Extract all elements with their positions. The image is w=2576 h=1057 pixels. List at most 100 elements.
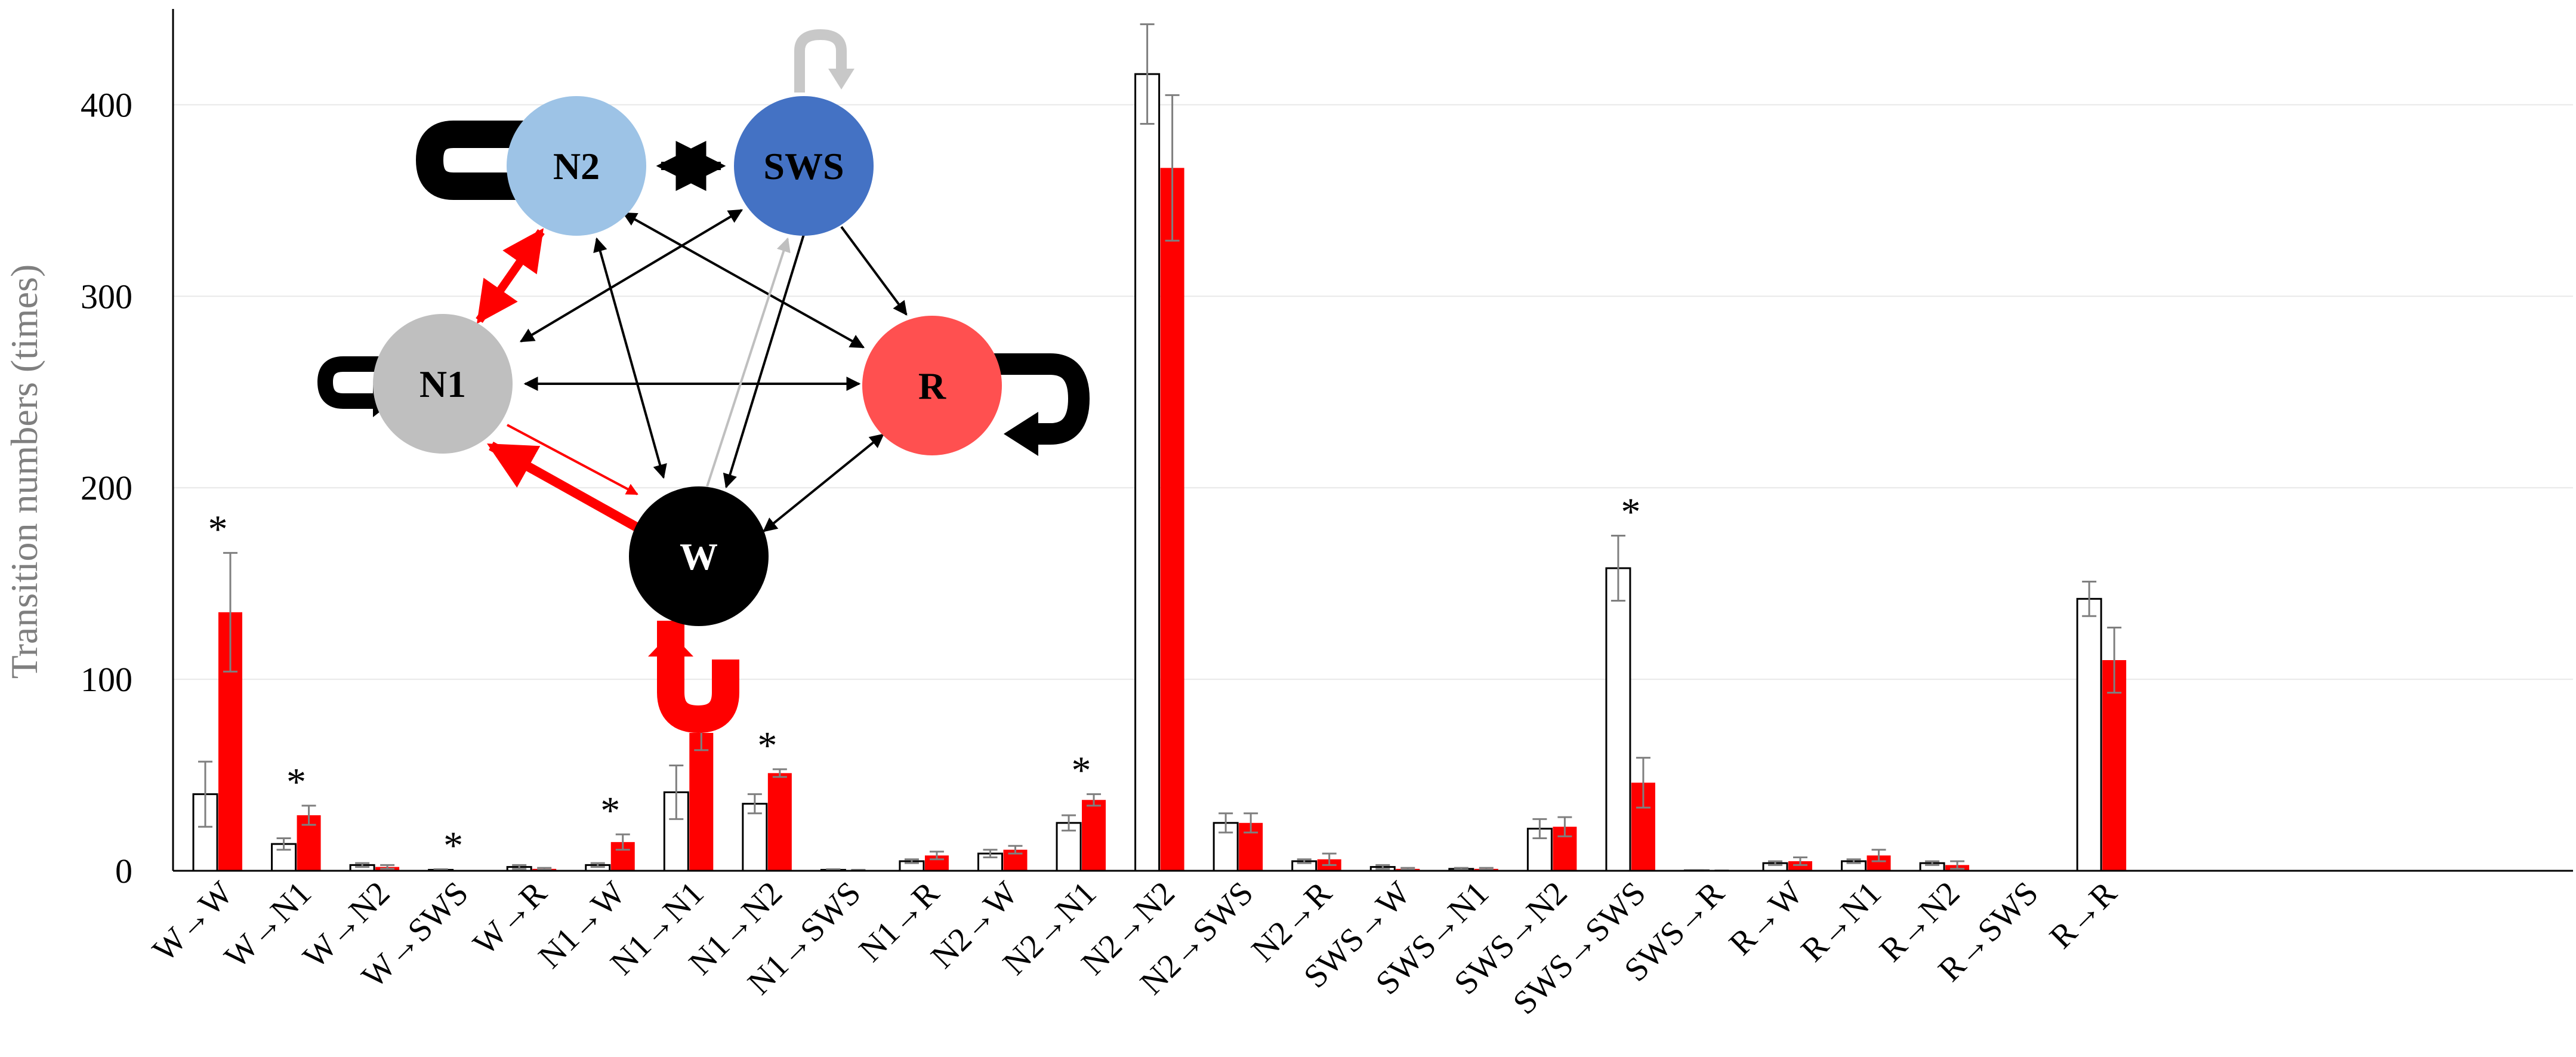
bar xyxy=(1605,567,1631,872)
x-tick-label: R→R xyxy=(2043,874,2124,956)
self-loop-n2 xyxy=(416,121,525,200)
self-loop-r xyxy=(991,353,1090,445)
error-bar xyxy=(983,849,998,859)
error-bar xyxy=(1925,860,1940,866)
error-bar xyxy=(1846,858,1861,864)
bar xyxy=(689,732,714,871)
error-bar xyxy=(1479,867,1494,871)
node-sws-label: SWS xyxy=(763,145,844,187)
error-bar xyxy=(1557,816,1572,837)
bar xyxy=(2102,660,2127,871)
error-bar xyxy=(537,867,552,871)
node-w: W xyxy=(629,486,769,626)
error-bar xyxy=(1087,793,1102,807)
node-n1-label: N1 xyxy=(419,363,466,405)
error-bar xyxy=(198,760,212,828)
error-bar xyxy=(380,864,395,870)
arrow-w-sws xyxy=(706,237,791,487)
state-transition-diagram: N2 SWS N1 R W xyxy=(317,29,1090,734)
y-tick-label: 100 xyxy=(81,660,132,699)
error-bar xyxy=(1218,812,1233,834)
error-bar xyxy=(1165,94,1180,242)
axes xyxy=(172,9,2573,872)
error-bar xyxy=(1062,814,1076,832)
bar xyxy=(767,773,792,871)
error-bar xyxy=(590,862,605,868)
error-bar xyxy=(1008,845,1023,855)
error-bar xyxy=(223,551,237,673)
error-bar xyxy=(1611,534,1625,602)
error-bar xyxy=(301,805,316,826)
self-loop-r-head xyxy=(1004,412,1038,456)
y-tick-label: 300 xyxy=(81,277,132,316)
node-r: R xyxy=(862,316,1002,455)
significance-marker: * xyxy=(1621,490,1640,534)
arrow-n2-r xyxy=(622,212,865,349)
significance-marker: * xyxy=(757,724,777,768)
error-bar xyxy=(1636,757,1651,809)
error-bar xyxy=(904,858,919,864)
bar xyxy=(742,803,768,872)
error-bar xyxy=(929,850,944,861)
y-tick-label: 0 xyxy=(115,852,132,890)
error-bar xyxy=(669,765,684,820)
self-loop-sws xyxy=(794,29,847,93)
error-bar xyxy=(1297,858,1312,864)
error-bar xyxy=(1375,864,1390,870)
node-r-label: R xyxy=(918,365,946,407)
error-bar xyxy=(772,768,787,778)
x-tick-label: R→W xyxy=(1722,874,1810,962)
error-bar xyxy=(1244,812,1258,834)
bar xyxy=(2076,597,2102,872)
self-loop-w-head xyxy=(648,633,693,657)
error-bar xyxy=(1140,23,1155,125)
arrow-n2-w xyxy=(593,237,667,479)
error-bar xyxy=(2082,580,2097,617)
arrow-n1-w xyxy=(507,424,638,495)
significance-marker: * xyxy=(208,507,228,551)
arrow-w-r xyxy=(763,433,884,532)
arrow-sws-n1 xyxy=(519,209,744,343)
node-n1: N1 xyxy=(373,314,513,454)
significance-marker: * xyxy=(1072,749,1091,793)
arrow-w-n1 xyxy=(487,442,641,532)
y-axis-label: Transition numbers (times) xyxy=(3,264,45,679)
bar xyxy=(1082,800,1106,871)
error-bar xyxy=(1768,860,1782,866)
error-bar xyxy=(1793,856,1807,866)
self-loop-w xyxy=(657,621,739,734)
significance-marker: * xyxy=(286,760,306,804)
arrow-n2-n1 xyxy=(476,228,545,324)
bar xyxy=(1134,73,1161,872)
tick-labels: 0100200300400*W→W*W→N1W→N2*W→SWSW→R*N1→W… xyxy=(81,85,2124,1021)
bar xyxy=(1160,168,1184,871)
error-bar xyxy=(355,862,370,868)
error-bar xyxy=(615,833,630,851)
error-bar xyxy=(1532,818,1547,839)
node-n2: N2 xyxy=(507,96,646,236)
self-loop-n1 xyxy=(317,356,382,409)
significance-marker: * xyxy=(443,824,463,867)
self-loop-sws-head xyxy=(828,69,854,90)
error-bar xyxy=(2107,626,2122,694)
node-w-label: W xyxy=(680,535,718,578)
y-tick-label: 200 xyxy=(81,469,132,507)
error-bar xyxy=(1950,860,1965,870)
error-bar xyxy=(1454,867,1469,871)
error-bar xyxy=(276,837,291,851)
error-bar xyxy=(1322,852,1337,866)
x-tick-label: R→N1 xyxy=(1794,874,1888,969)
error-bar xyxy=(1400,867,1415,871)
x-tick-label: W→N1 xyxy=(218,874,319,975)
arrow-sws-w xyxy=(723,234,805,489)
arrow-sws-r xyxy=(840,226,908,316)
significance-marker: * xyxy=(600,789,620,833)
error-bar xyxy=(747,793,762,815)
node-n2-label: N2 xyxy=(553,145,600,187)
node-sws: SWS xyxy=(734,96,874,236)
error-bar xyxy=(1871,849,1886,862)
bar xyxy=(1788,861,1812,871)
error-bar xyxy=(512,864,527,870)
y-tick-label: 400 xyxy=(81,85,132,124)
